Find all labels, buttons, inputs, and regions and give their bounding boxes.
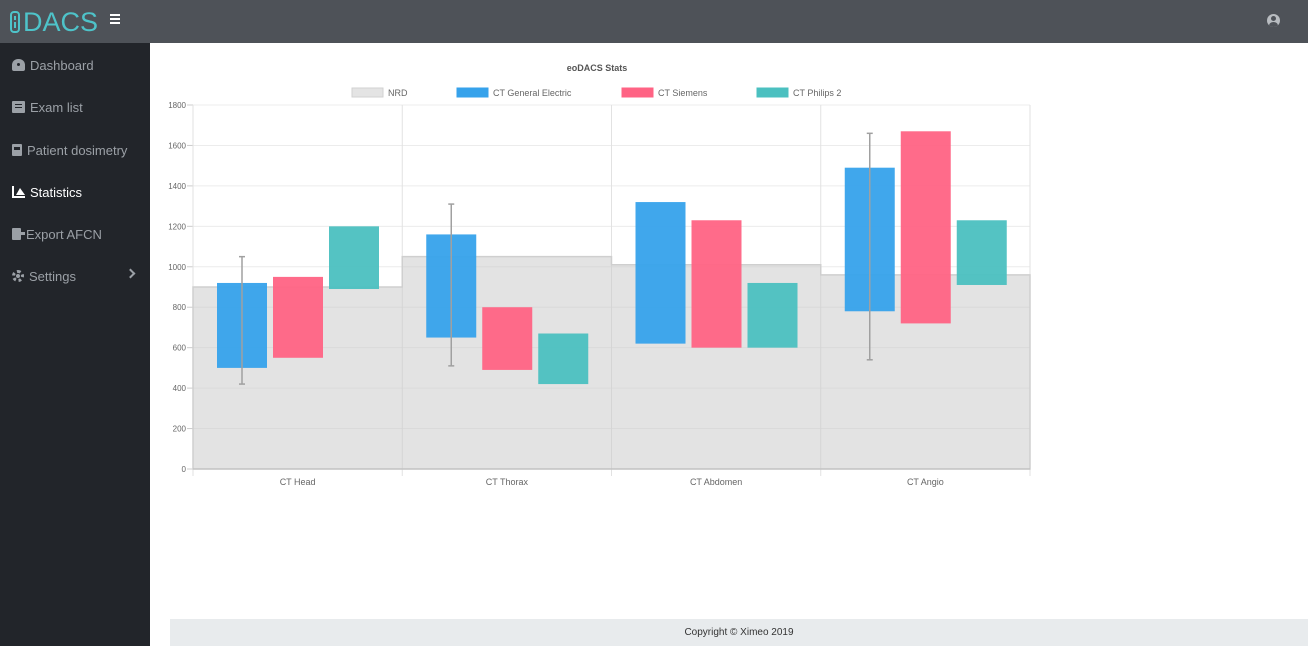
sidebar-item-label: Settings [29,268,76,284]
x-tick-label: CT Thorax [486,477,529,487]
y-tick-label: 600 [173,344,187,353]
x-tick-label: CT Abdomen [690,477,742,487]
y-tick-label: 1200 [168,222,186,231]
book-icon [12,144,22,156]
x-tick-label: CT Angio [907,477,944,487]
chart-title: eoDACS Stats [567,63,628,73]
sidebar-item-label: Export AFCN [26,226,102,242]
footer: Copyright © Ximeo 2019 [170,619,1308,646]
sidebar-item-export-afcn[interactable]: Export AFCN [0,219,150,249]
y-tick-label: 1800 [168,101,186,110]
user-account-icon[interactable] [1267,14,1280,27]
sidebar-item-label: Exam list [30,99,83,115]
copyright-text: Copyright © Ximeo 2019 [684,627,794,638]
legend-label: CT Siemens [658,88,708,98]
bar-1-3 [900,131,951,324]
sidebar-item-label: Patient dosimetry [27,142,128,158]
logo-mark-icon [10,11,20,33]
gear-icon [12,270,24,282]
sidebar-item-exam-list[interactable]: Exam list [0,92,150,122]
area-chart-icon [12,186,25,198]
bar-1-1 [482,307,533,370]
sidebar-item-settings[interactable]: Settings [0,261,150,291]
bar-2-2 [747,282,798,348]
y-tick-label: 0 [182,465,187,474]
legend-swatch [456,87,489,98]
legend-swatch [351,87,384,98]
chart-svg: eoDACS Stats NRD CT General Electric CT Sie… [168,63,1031,487]
y-tick-label: 1600 [168,141,186,150]
top-navbar: DACS [0,0,1308,43]
bar-2-1 [538,333,589,385]
y-tick-label: 1000 [168,263,186,272]
legend-swatch [621,87,654,98]
bar-1-2 [691,220,742,348]
bar-1-0 [273,276,323,358]
sidebar-item-label: Dashboard [30,57,94,73]
sidebar-item-label: Statistics [30,184,83,200]
stats-chart: eoDACS Stats NRD CT General Electric CT Sie… [160,55,1040,495]
legend-swatch [756,87,789,98]
sidebar-item-statistics[interactable]: Statistics [0,177,150,207]
app-logo[interactable]: DACS [10,8,98,36]
y-tick-label: 800 [173,303,187,312]
bar-2-0 [329,226,379,290]
y-tick-label: 200 [173,425,187,434]
export-icon [12,228,25,240]
y-tick-label: 1400 [168,182,186,191]
bar-2-3 [956,220,1007,285]
x-tick-label: CT Head [280,477,316,487]
sidebar: Dashboard Exam list Patient dosimetry St… [0,43,150,646]
list-icon [12,101,25,113]
legend-label: CT General Electric [493,88,572,98]
sidebar-item-patient-dosimetry[interactable]: Patient dosimetry [0,135,150,165]
sidebar-item-dashboard[interactable]: Dashboard [0,50,150,80]
y-tick-label: 400 [173,384,187,393]
legend-label: NRD [388,88,408,98]
dashboard-icon [12,59,25,71]
chevron-right-icon [125,268,136,279]
menu-toggle-icon[interactable] [110,14,120,28]
legend-label: CT Philips 2 [793,88,841,98]
logo-text: DACS [23,7,99,37]
bar-0-2 [635,202,686,344]
